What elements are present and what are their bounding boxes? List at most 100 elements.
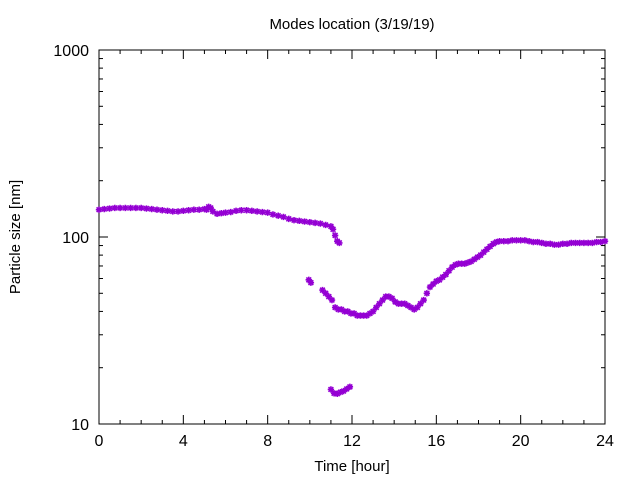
data-point	[327, 223, 335, 230]
data-point	[306, 218, 314, 226]
data-point	[448, 263, 456, 271]
data-point	[410, 306, 418, 313]
data-point	[363, 312, 370, 319]
data-point	[137, 204, 145, 212]
minor-ticks	[99, 50, 605, 424]
data-point	[264, 209, 271, 216]
data-point	[243, 207, 250, 214]
data-point	[366, 310, 374, 317]
data-point	[174, 208, 182, 215]
x-tick-label: 16	[427, 433, 445, 450]
data-point	[593, 238, 600, 246]
data-point	[461, 260, 468, 267]
data-point	[343, 385, 350, 393]
data-point	[530, 238, 537, 246]
data-point	[525, 237, 533, 245]
data-point	[513, 237, 520, 244]
data-point	[328, 296, 336, 304]
data-point	[218, 210, 225, 217]
data-point	[159, 207, 166, 214]
data-point	[340, 387, 347, 395]
x-tick-label: 20	[512, 433, 530, 450]
data-point	[280, 213, 287, 221]
data-point	[185, 207, 192, 214]
data-point	[376, 300, 383, 307]
data-point	[106, 205, 113, 212]
data-point	[222, 209, 229, 216]
data-point	[373, 304, 380, 311]
data-point	[329, 226, 337, 233]
y-tick-label: 10	[71, 417, 89, 434]
data-point	[346, 383, 354, 391]
data-point	[546, 240, 554, 247]
data-point	[426, 283, 434, 291]
data-point	[563, 240, 571, 247]
data-point	[496, 237, 503, 245]
data-point	[464, 259, 472, 266]
y-axis-label: Particle size [nm]	[7, 180, 24, 294]
data-point	[322, 290, 329, 297]
data-point	[331, 304, 339, 311]
data-point	[207, 204, 214, 212]
data-point	[490, 240, 497, 247]
data-point	[209, 208, 217, 215]
data-point	[259, 208, 266, 216]
data-point	[325, 293, 333, 300]
data-point	[486, 243, 494, 250]
data-point	[433, 278, 440, 285]
data-point	[227, 208, 234, 216]
x-tick-label: 4	[179, 433, 188, 450]
data-points	[95, 203, 609, 398]
data-point	[195, 206, 203, 213]
data-point	[336, 239, 343, 247]
data-point	[317, 220, 324, 227]
data-point	[307, 279, 315, 286]
data-point	[439, 273, 446, 281]
data-point	[584, 239, 592, 247]
plot-frame	[98, 49, 606, 425]
data-point	[101, 205, 108, 213]
data-point	[301, 218, 308, 225]
x-tick-label: 0	[95, 433, 104, 450]
x-axis-label: Time [hour]	[314, 458, 389, 475]
data-point	[238, 207, 245, 214]
data-point	[576, 239, 583, 247]
data-point	[379, 296, 386, 304]
data-point	[148, 205, 155, 213]
data-point	[420, 296, 427, 304]
data-point	[589, 239, 596, 247]
data-point	[597, 238, 604, 246]
data-point	[132, 204, 140, 212]
data-point	[169, 208, 176, 215]
data-point	[337, 388, 344, 396]
data-point	[551, 241, 558, 248]
data-point	[269, 211, 277, 218]
data-point	[305, 276, 312, 284]
data-point	[311, 219, 319, 227]
data-point	[248, 207, 256, 215]
major-ticks	[98, 49, 606, 425]
data-point	[153, 206, 161, 213]
data-point	[474, 253, 481, 261]
x-tick-labels: 0 4 8 12 16 20 24	[95, 433, 614, 450]
data-point	[480, 248, 487, 256]
data-point	[483, 246, 491, 253]
data-point	[290, 216, 298, 224]
data-point	[423, 290, 431, 297]
data-point	[436, 276, 443, 284]
data-point	[322, 221, 329, 229]
data-point	[534, 238, 541, 246]
data-point	[385, 293, 393, 300]
x-tick-label: 24	[596, 433, 614, 450]
data-point	[601, 237, 609, 245]
data-point	[404, 302, 412, 309]
data-point	[407, 304, 415, 311]
data-point	[369, 308, 377, 315]
chart-title: Modes location (3/19/19)	[269, 16, 434, 33]
y-tick-labels: 10 100 1000	[53, 43, 89, 434]
data-point	[203, 206, 210, 213]
data-point	[471, 256, 478, 263]
data-point	[568, 239, 575, 247]
data-point	[164, 207, 171, 215]
